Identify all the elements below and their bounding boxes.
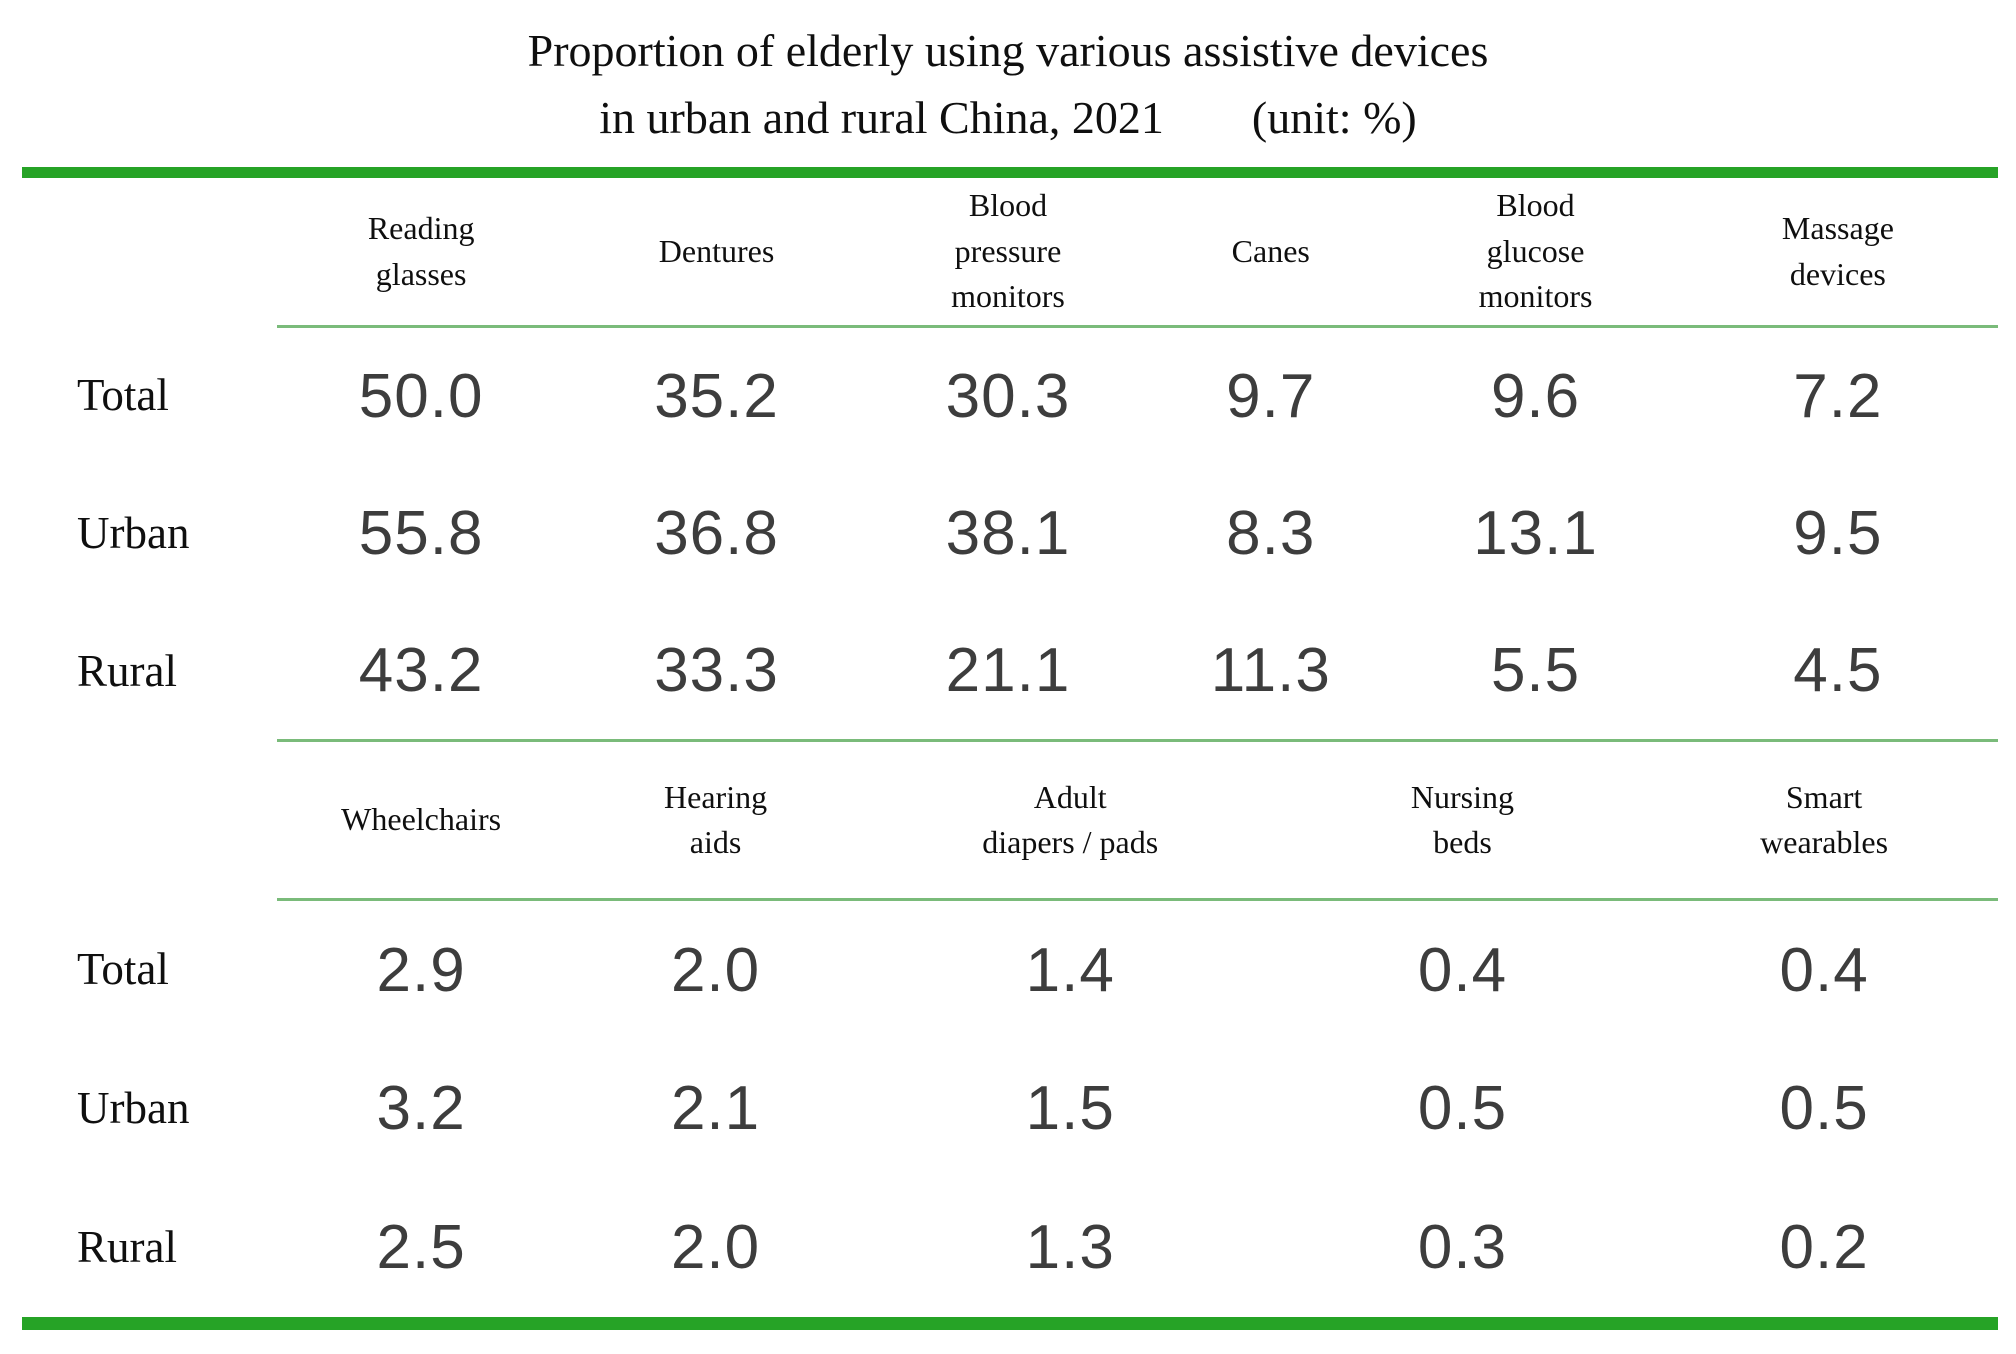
figure-unit-label: (unit: %) (1251, 91, 1417, 143)
cell-rural-massage-devices: 4.5 (1677, 602, 1998, 742)
col-header-blood-pressure-monitors: Blood pressure monitors (867, 178, 1149, 328)
cell-urban-hearing-aids: 2.1 (670, 1073, 761, 1143)
table-row-urban-section-2: Urban 3.2 2.1 1.5 0.5 0.5 (22, 1039, 1998, 1178)
cell-urban-blood-glucose-monitors: 13.1 (1473, 498, 1598, 568)
table-section-2: Wheelchairs Hearing aids Adult diapers /… (22, 741, 1998, 1317)
cell-rural-hearing-aids: 2.0 (670, 1212, 761, 1282)
row-label-rural-2: Rural (77, 1222, 177, 1273)
table-row-total-section-2: Total 2.9 2.0 1.4 0.4 0.4 (22, 900, 1998, 1039)
cell-rural-blood-pressure-monitors: 21.1 (867, 602, 1149, 742)
cell-urban-dentures: 36.8 (654, 498, 779, 568)
row-label-urban-2: Urban (77, 1083, 190, 1134)
cell-total-blood-glucose-monitors: 9.6 (1490, 361, 1581, 431)
cell-urban-wheelchairs: 3.2 (376, 1073, 466, 1143)
header-row-section-1: Reading glasses Dentures Blood pressure … (22, 178, 1998, 328)
cell-total-reading-glasses: 50.0 (358, 361, 484, 431)
figure-title-line2: in urban and rural China, 2021 (unit: %) (0, 85, 2016, 152)
figure-title-line2-text: in urban and rural China, 2021 (599, 91, 1164, 143)
cell-rural-adult-diapers-pads: 1.3 (1025, 1212, 1115, 1282)
data-table: Reading glasses Dentures Blood pressure … (22, 167, 1998, 1330)
col-header-canes: Canes (1148, 178, 1394, 328)
cell-urban-blood-pressure-monitors: 38.1 (945, 498, 1071, 568)
row-label-total: Total (77, 370, 169, 421)
figure-title: Proportion of elderly using various assi… (0, 0, 2016, 151)
col-header-blood-glucose-monitors: Blood glucose monitors (1393, 178, 1678, 328)
cell-urban-reading-glasses: 55.8 (358, 498, 484, 568)
row-label-total-2: Total (77, 944, 169, 995)
col-header-massage-devices: Massage devices (1677, 178, 1998, 328)
cell-rural-wheelchairs: 2.5 (376, 1212, 466, 1282)
cell-total-massage-devices: 7.2 (1793, 361, 1883, 431)
cell-total-canes: 9.7 (1226, 361, 1316, 431)
header-corner-blank-2 (22, 742, 277, 900)
col-header-nursing-beds: Nursing beds (1274, 741, 1651, 902)
col-header-smart-wearables: Smart wearables (1650, 741, 1998, 902)
header-row-section-2: Wheelchairs Hearing aids Adult diapers /… (22, 741, 1998, 902)
cell-total-smart-wearables: 0.4 (1779, 935, 1869, 1005)
figure-title-line1: Proportion of elderly using various assi… (527, 25, 1489, 76)
cell-urban-smart-wearables: 0.5 (1779, 1073, 1869, 1143)
cell-urban-adult-diapers-pads: 1.5 (1025, 1073, 1115, 1143)
header-corner-blank (22, 178, 277, 326)
cell-rural-reading-glasses: 43.2 (276, 602, 566, 742)
col-header-hearing-aids: Hearing aids (565, 741, 866, 902)
cell-urban-massage-devices: 9.5 (1793, 498, 1883, 568)
cell-rural-canes: 11.3 (1148, 602, 1394, 742)
col-header-wheelchairs: Wheelchairs (276, 741, 566, 902)
table-row-rural-section-1: Rural 43.2 33.3 21.1 11.3 5.5 4.5 (22, 602, 1998, 742)
col-header-dentures: Dentures (565, 178, 868, 328)
cell-total-dentures: 35.2 (654, 361, 779, 431)
cell-rural-nursing-beds: 0.3 (1417, 1212, 1508, 1282)
cell-total-blood-pressure-monitors: 30.3 (945, 361, 1071, 431)
cell-total-wheelchairs: 2.9 (376, 935, 466, 1005)
row-label-urban: Urban (77, 508, 190, 559)
col-header-reading-glasses: Reading glasses (276, 178, 566, 328)
cell-total-adult-diapers-pads: 1.4 (1025, 935, 1115, 1005)
cell-urban-nursing-beds: 0.5 (1417, 1073, 1508, 1143)
table-row-urban-section-1: Urban 55.8 36.8 38.1 8.3 13.1 9.5 (22, 464, 1998, 602)
col-header-adult-diapers-pads: Adult diapers / pads (865, 741, 1275, 902)
cell-total-nursing-beds: 0.4 (1417, 935, 1508, 1005)
table-section-1: Reading glasses Dentures Blood pressure … (22, 178, 1998, 742)
table-row-total-section-1: Total 50.0 35.2 30.3 9.7 9.6 7.2 (22, 326, 1998, 464)
cell-urban-canes: 8.3 (1226, 498, 1316, 568)
cell-rural-dentures: 33.3 (565, 602, 868, 742)
cell-rural-blood-glucose-monitors: 5.5 (1393, 602, 1678, 742)
cell-rural-smart-wearables: 0.2 (1779, 1212, 1869, 1282)
table-row-rural-section-2: Rural 2.5 2.0 1.3 0.3 0.2 (22, 1178, 1998, 1317)
cell-total-hearing-aids: 2.0 (670, 935, 761, 1005)
row-label-rural: Rural (77, 646, 177, 697)
